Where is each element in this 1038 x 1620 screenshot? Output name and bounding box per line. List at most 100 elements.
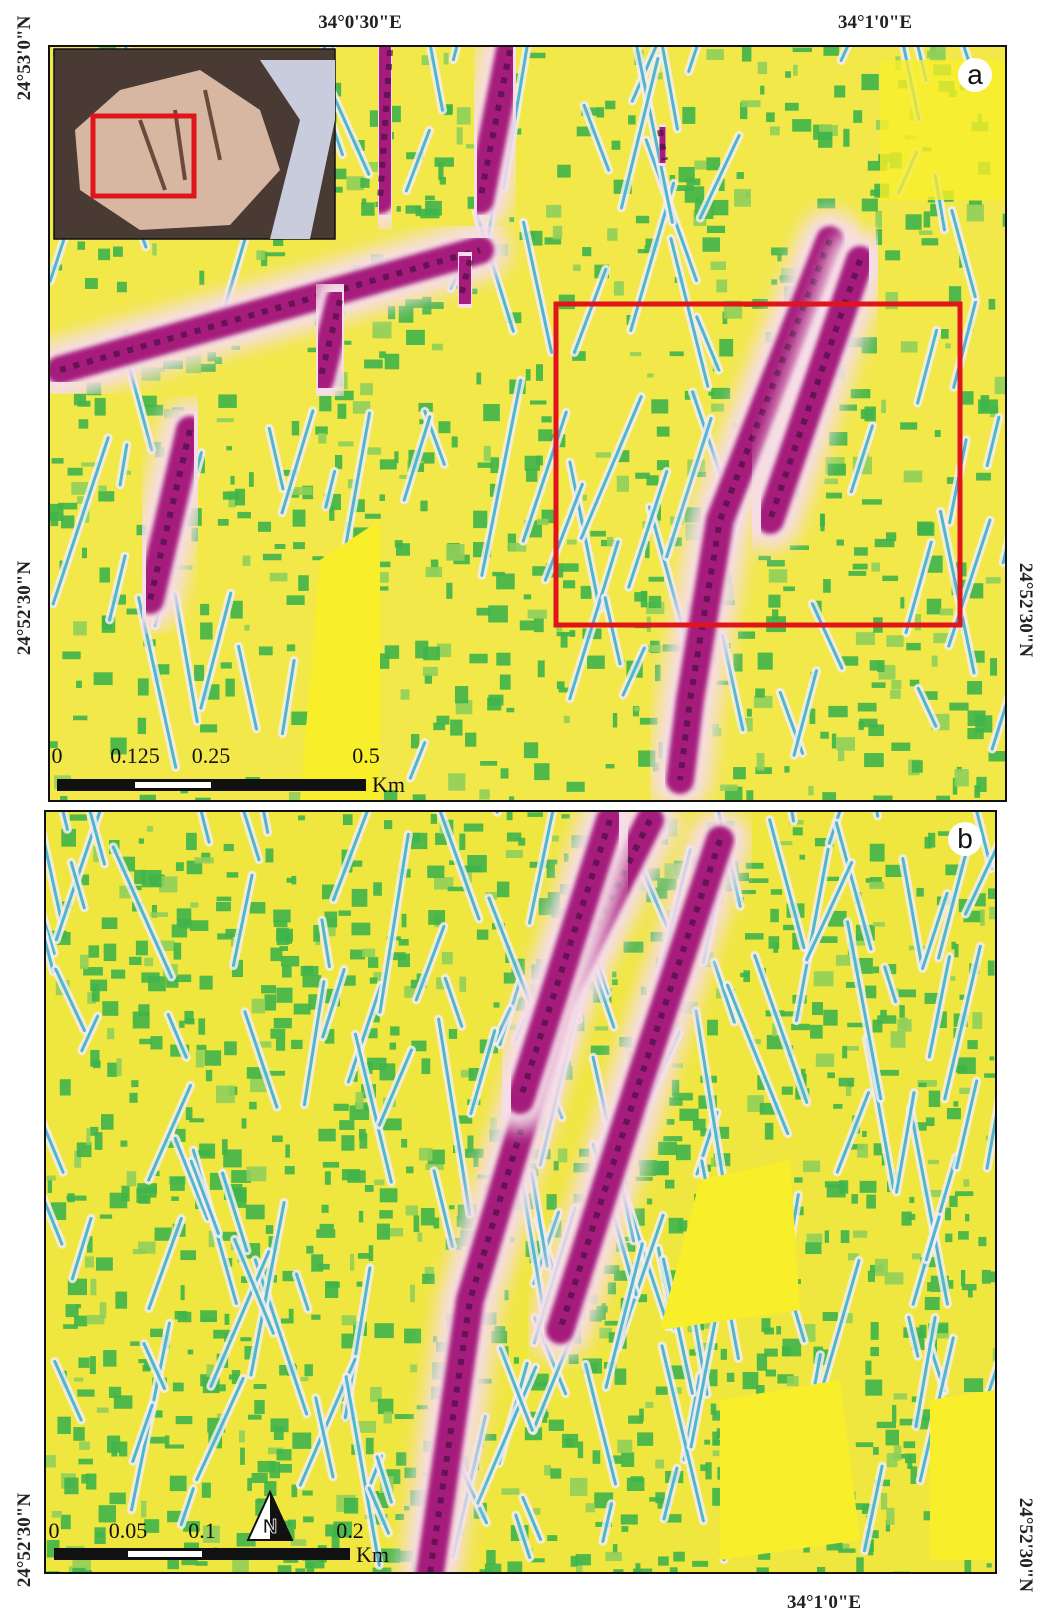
vegetation-patch: [431, 814, 437, 824]
vegetation-patch: [449, 1029, 457, 1039]
vegetation-patch: [459, 977, 466, 992]
vegetation-patch: [144, 958, 153, 966]
vegetation-patch: [388, 306, 395, 319]
vegetation-patch: [87, 1315, 105, 1324]
vegetation-patch: [119, 1442, 127, 1457]
latitude-label: 24°53'0"N: [14, 15, 35, 100]
latitude-label: 24°52'30"N: [1015, 563, 1036, 657]
vegetation-patch: [311, 1315, 320, 1320]
vegetation-patch: [612, 141, 621, 150]
vegetation-patch: [823, 46, 839, 56]
vegetation-patch: [862, 199, 878, 212]
vegetation-patch: [670, 351, 684, 356]
vegetation-patch: [561, 563, 578, 571]
vegetation-patch: [837, 540, 844, 546]
vegetation-patch: [217, 418, 234, 422]
vegetation-patch: [679, 1109, 698, 1121]
vegetation-patch: [669, 1097, 682, 1106]
vegetation-patch: [711, 261, 726, 270]
vegetation-patch: [335, 455, 342, 469]
vegetation-patch: [792, 119, 811, 132]
vegetation-patch: [325, 1281, 338, 1298]
vegetation-patch: [882, 576, 898, 581]
vegetation-patch: [836, 955, 850, 966]
vegetation-patch: [224, 1041, 237, 1055]
vegetation-patch: [396, 1452, 406, 1465]
vegetation-patch: [906, 214, 922, 229]
vegetation-patch: [107, 1028, 114, 1039]
vegetation-patch: [737, 172, 744, 179]
vegetation-patch: [881, 400, 886, 413]
vegetation-patch: [899, 989, 916, 997]
vegetation-patch: [218, 394, 237, 408]
vegetation-patch: [342, 1169, 360, 1180]
vegetation-patch: [871, 1322, 879, 1340]
vegetation-patch: [150, 1437, 166, 1444]
inset-map: [54, 49, 335, 239]
vegetation-patch: [749, 878, 769, 883]
scale-label: 0.25: [192, 743, 231, 768]
vegetation-patch: [672, 1080, 679, 1096]
vegetation-patch: [78, 1358, 89, 1368]
vegetation-patch: [195, 857, 214, 863]
vegetation-patch: [928, 1160, 939, 1164]
vegetation-patch: [615, 1369, 627, 1385]
vegetation-patch: [358, 1253, 370, 1259]
vegetation-patch: [769, 569, 787, 582]
vegetation-patch: [746, 863, 764, 869]
vegetation-patch: [272, 1136, 283, 1143]
vegetation-patch: [989, 299, 996, 310]
vegetation-patch: [785, 103, 799, 111]
vegetation-patch: [949, 703, 968, 711]
vegetation-patch: [275, 544, 286, 549]
vegetation-patch: [399, 939, 409, 946]
vegetation-patch: [823, 1010, 837, 1026]
vegetation-patch: [81, 1474, 88, 1483]
vegetation-patch: [711, 388, 730, 399]
vegetation-patch: [417, 1233, 422, 1242]
vegetation-patch: [928, 833, 935, 848]
vegetation-patch: [395, 1414, 414, 1419]
vegetation-patch: [170, 1177, 185, 1191]
vegetation-patch: [646, 475, 658, 485]
vegetation-patch: [298, 815, 305, 820]
vegetation-patch: [776, 1326, 781, 1334]
vegetation-patch: [127, 1171, 137, 1186]
vegetation-patch: [967, 728, 983, 739]
vegetation-patch: [254, 1400, 264, 1414]
vegetation-patch: [281, 956, 299, 967]
vegetation-patch: [142, 870, 162, 887]
vegetation-patch: [692, 1561, 708, 1567]
vegetation-patch: [834, 85, 845, 97]
vegetation-patch: [557, 632, 575, 636]
vegetation-patch: [596, 452, 611, 457]
vegetation-patch: [374, 1179, 384, 1185]
vegetation-patch: [655, 665, 661, 681]
vegetation-patch: [621, 1452, 634, 1467]
vegetation-patch: [186, 1107, 193, 1120]
vegetation-patch: [768, 595, 780, 608]
scale-label: 0.2: [336, 1518, 364, 1543]
vegetation-patch: [62, 651, 80, 659]
yellow-plain: [720, 1380, 860, 1560]
vegetation-patch: [292, 421, 299, 435]
vegetation-patch: [464, 824, 483, 832]
vegetation-patch: [936, 796, 950, 801]
vegetation-patch: [294, 1004, 311, 1015]
vegetation-patch: [244, 625, 249, 631]
vegetation-patch: [826, 493, 842, 499]
vegetation-patch: [180, 1250, 196, 1260]
vegetation-patch: [66, 1304, 79, 1317]
vegetation-patch: [507, 1561, 522, 1577]
vegetation-patch: [871, 563, 880, 572]
vegetation-patch: [196, 1051, 204, 1068]
vegetation-patch: [758, 653, 773, 670]
vegetation-patch: [401, 689, 410, 699]
vegetation-patch: [945, 1208, 951, 1221]
vegetation-patch: [607, 537, 613, 546]
vegetation-patch: [109, 1493, 125, 1505]
vegetation-patch: [758, 556, 771, 560]
vegetation-patch: [747, 709, 752, 717]
vegetation-patch: [954, 944, 958, 957]
vegetation-patch: [279, 946, 288, 951]
